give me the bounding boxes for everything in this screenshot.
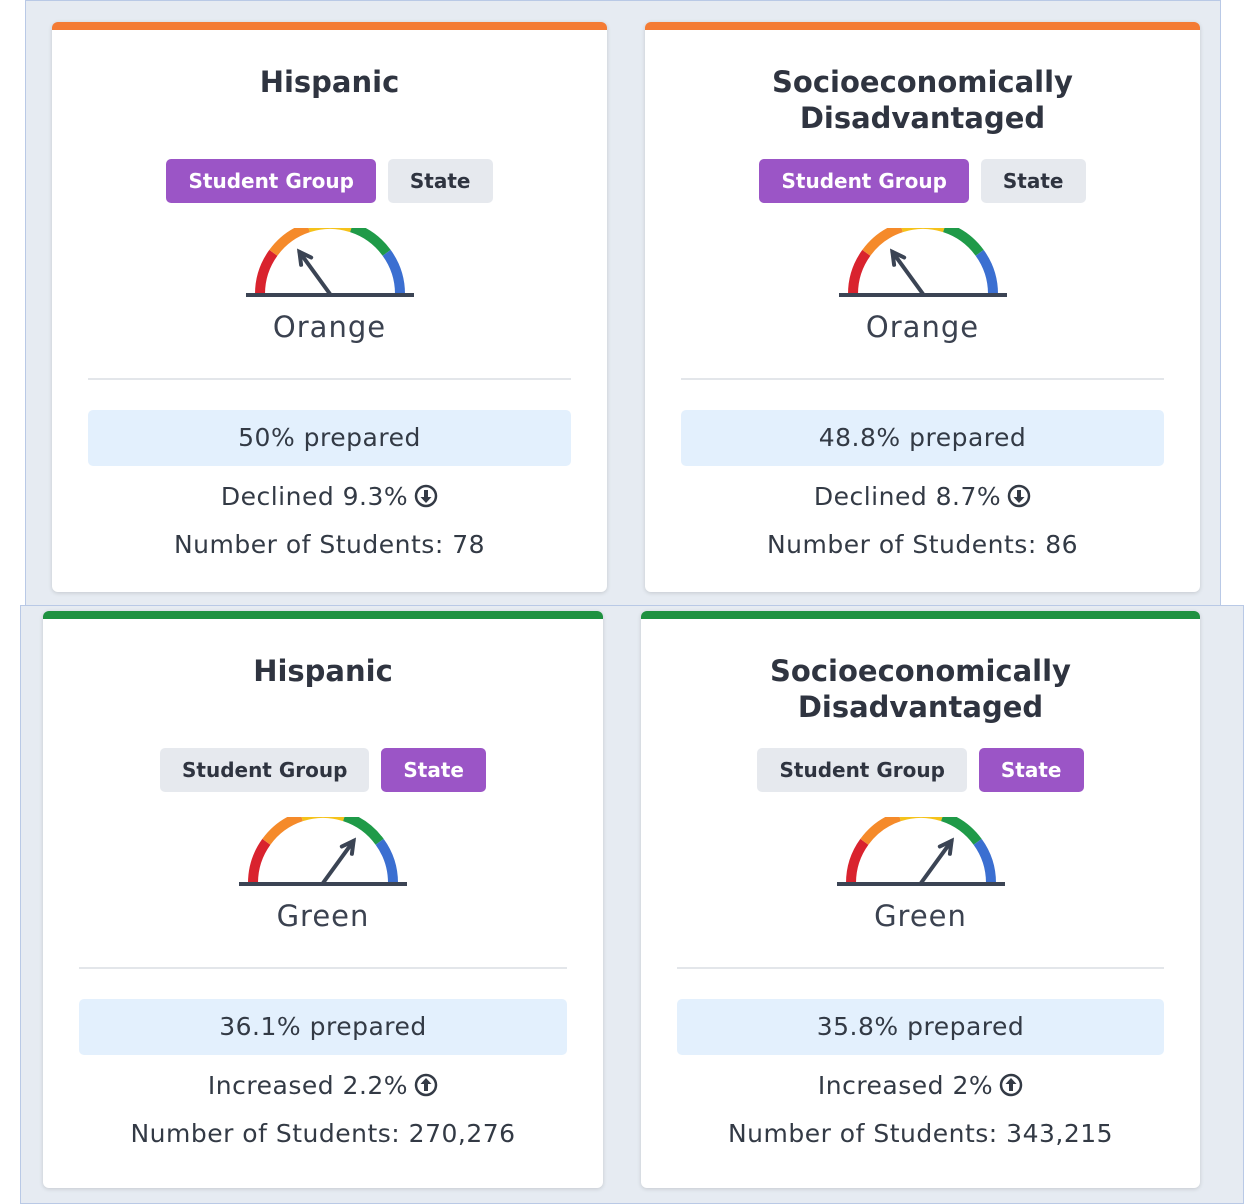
gauge-segment [861,228,903,256]
tag[interactable]: State [381,748,486,792]
gauge [836,817,1005,886]
tag[interactable]: State [980,159,1086,203]
tag-group: Student Group State [43,748,603,792]
tag[interactable]: State [978,748,1084,792]
divider [681,378,1164,380]
status: Green [874,899,967,933]
needle-head [296,248,313,267]
students: Number of Students: 86 [766,530,1079,559]
students: Number of Students: 78 [173,530,486,559]
gauge-segment [262,817,304,845]
students: Number of Students: 343,215 [727,1119,1114,1148]
gauge-needle [321,838,356,885]
status: Orange [272,310,387,344]
change-text: Declined 8.7% [813,482,1002,511]
change: Declined 8.7% [645,482,1200,511]
gauge-segment [349,228,391,256]
card-title: Hispanic [253,654,393,688]
change-text: Increased 2.2% [207,1071,409,1100]
gauge-segment [381,249,405,295]
tag-group: Student Group State [641,748,1200,792]
divider [79,967,567,969]
tag-group: Student Group State [52,159,607,203]
tag[interactable]: Student Group [757,748,967,792]
gauge [239,817,407,886]
change: Declined 9.3% [52,482,607,511]
card-title: Socioeconomically Disadvantaged [772,65,1073,135]
card-title: Socioeconomically Disadvantaged [770,654,1071,724]
gauge-segment [845,838,869,884]
change-text: Increased 2% [817,1071,994,1100]
prepared: 48.8% prepared [681,410,1164,466]
gauge-segment [268,228,310,256]
students: Number of Students: 270,276 [130,1119,516,1148]
tag[interactable]: Student Group [759,159,969,203]
card: Socioeconomically Disadvantaged Student G… [645,22,1200,592]
gauge-segment [974,249,998,295]
change-text: Declined 9.3% [220,482,409,511]
gauge-segment [375,838,398,884]
card-title: Hispanic [259,65,400,99]
change: Increased 2% [641,1071,1200,1100]
prepared: 36.1% prepared [79,999,567,1055]
gauge-segment [859,817,901,845]
tag[interactable]: State [387,159,493,203]
tag-group: Student Group State [645,159,1200,203]
change-icon [999,1073,1023,1097]
change-icon [414,484,438,508]
gauge-segment [940,817,982,845]
gauge-needle [918,838,954,885]
gauge-segment [847,249,871,295]
change: Increased 2.2% [43,1071,603,1100]
divider [677,967,1164,969]
needle-head [937,837,954,856]
tag[interactable]: Student Group [159,748,370,792]
card: Socioeconomically Disadvantaged Student G… [641,611,1200,1188]
prepared: 35.8% prepared [677,999,1164,1055]
gauge-needle [296,249,332,296]
gauge-segment [254,249,278,295]
needle-head [889,248,906,267]
status: Green [276,899,370,933]
change-icon [414,1073,438,1097]
prepared: 50% prepared [88,410,571,466]
gauge-needle [889,249,925,296]
divider [88,378,571,380]
gauge-segment [248,838,271,884]
gauge-segment [342,817,384,845]
tag[interactable]: Student Group [166,159,376,203]
gauge [838,228,1007,297]
change-icon [1007,484,1031,508]
gauge-segment [942,228,984,256]
card: Hispanic Student Group State Orange 50% prep… [52,22,607,592]
needle-head [339,837,357,856]
gauge [245,228,414,297]
card: Hispanic Student Group State Green 36.1% pre… [43,611,603,1188]
gauge-segment [972,838,996,884]
status: Orange [865,310,980,344]
